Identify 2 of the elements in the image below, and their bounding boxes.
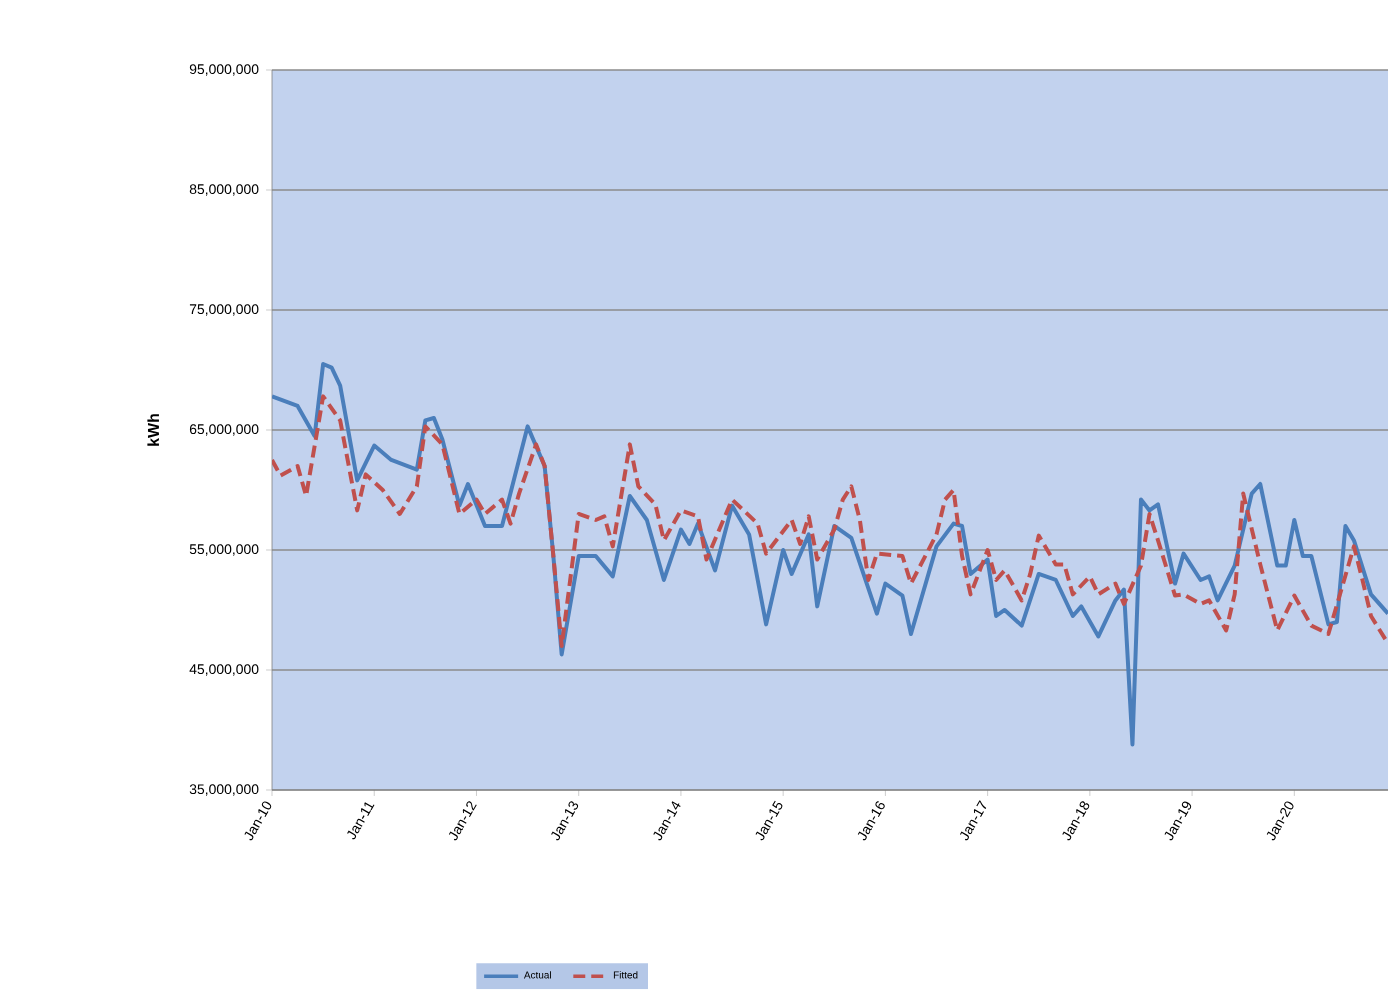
line-series bbox=[272, 394, 1389, 649]
line-series bbox=[272, 362, 1389, 747]
